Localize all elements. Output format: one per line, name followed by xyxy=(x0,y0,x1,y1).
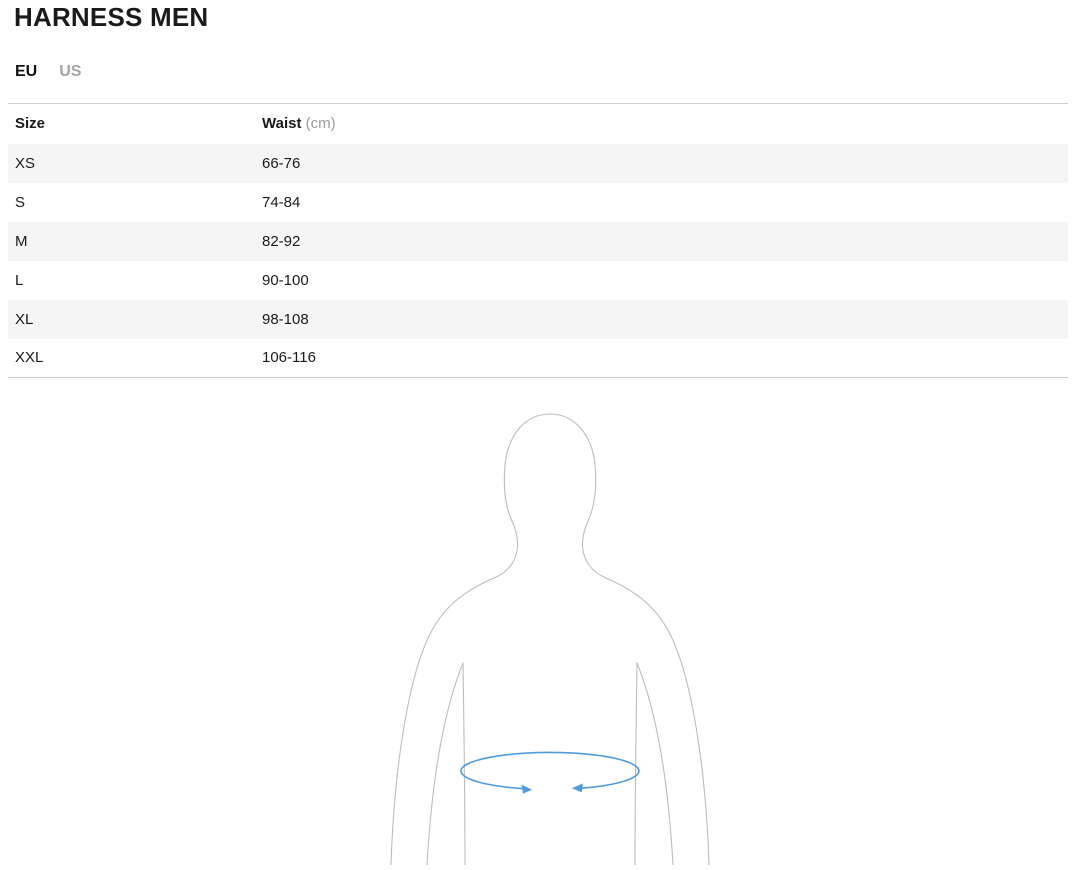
size-cell: XL xyxy=(15,310,34,328)
tab-us[interactable]: US xyxy=(59,63,82,80)
waist-column-label: Waist xyxy=(262,115,302,133)
unit-tabs: EU US xyxy=(15,62,81,81)
table-row: M 82-92 xyxy=(8,221,1068,261)
waist-circumference-line xyxy=(460,751,640,790)
size-cell: M xyxy=(15,232,28,250)
size-table: Size Waist (cm) XS 66-76 S 74-84 M 82-92… xyxy=(8,103,1068,378)
table-row: S 74-84 xyxy=(8,182,1068,222)
waist-cell: 66-76 xyxy=(262,154,301,172)
body-outline-illustration xyxy=(390,413,710,866)
table-row: XXL 106-116 xyxy=(8,338,1068,378)
waist-arrow-right-icon xyxy=(572,783,583,793)
size-cell: XS xyxy=(15,154,36,172)
waist-cell: 74-84 xyxy=(262,193,301,211)
table-header-row: Size Waist (cm) xyxy=(8,103,1068,144)
size-cell: S xyxy=(15,193,26,211)
table-row: XS 66-76 xyxy=(8,143,1068,183)
table-row: L 90-100 xyxy=(8,260,1068,300)
table-row: XL 98-108 xyxy=(8,299,1068,339)
waist-unit-label: (cm) xyxy=(305,115,336,133)
size-column-label: Size xyxy=(15,115,46,133)
size-cell: XXL xyxy=(15,349,44,367)
tab-eu[interactable]: EU xyxy=(15,63,38,80)
waist-cell: 82-92 xyxy=(262,232,301,250)
waist-measurement-figure xyxy=(380,405,720,866)
waist-cell: 90-100 xyxy=(262,271,309,289)
size-cell: L xyxy=(15,271,24,289)
waist-measure-ellipse xyxy=(460,751,640,794)
waist-cell: 106-116 xyxy=(262,349,316,367)
column-header-waist: Waist (cm) xyxy=(255,104,1068,144)
page-title: HARNESS MEN xyxy=(14,2,209,32)
body-outline xyxy=(390,413,710,866)
waist-cell: 98-108 xyxy=(262,310,309,328)
waist-arrow-left-icon xyxy=(521,784,532,794)
column-header-size: Size xyxy=(8,104,255,144)
